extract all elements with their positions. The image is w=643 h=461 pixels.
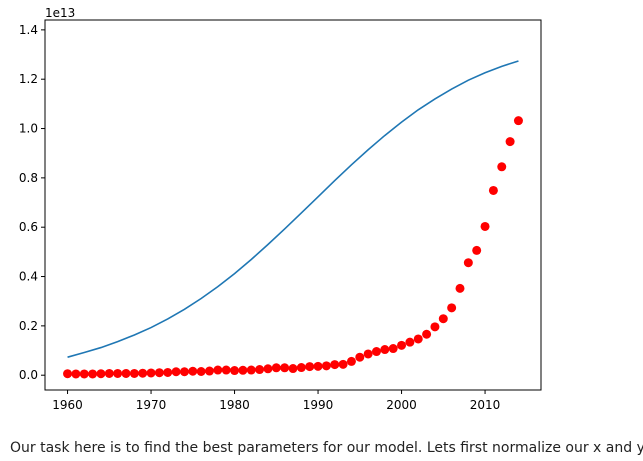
y-axis-ticks: 0.0 0.2 0.4 0.6 0.8 1.0 1.2 1.4 <box>19 23 45 382</box>
scatter-point <box>246 365 256 375</box>
x-tick-label: 1970 <box>136 398 167 412</box>
x-tick-label: 1980 <box>219 398 250 412</box>
scatter-point <box>138 368 148 378</box>
scatter-point <box>472 245 482 255</box>
y-tick-label: 0.6 <box>19 220 38 234</box>
scatter-point <box>213 365 223 375</box>
scatter-point <box>104 368 114 378</box>
scatter-point <box>497 162 507 172</box>
axes-frame <box>44 19 542 391</box>
scatter-point <box>422 329 432 339</box>
scatter-point <box>305 362 315 372</box>
scatter-point <box>205 366 214 376</box>
scatter-point <box>380 345 390 355</box>
x-tick-label: 1960 <box>52 398 83 412</box>
x-tick-label: 2010 <box>470 398 501 412</box>
scatter-point <box>221 365 231 375</box>
scatter-point <box>430 322 440 332</box>
scatter-point <box>313 361 323 371</box>
fit-curve-line <box>67 60 519 358</box>
y-tick-label: 0.2 <box>19 319 38 333</box>
scatter-point <box>480 221 490 231</box>
scatter-point <box>196 367 206 376</box>
scatter-point <box>255 365 265 375</box>
y-tick-label: 1.0 <box>19 122 38 136</box>
scatter-point <box>113 368 123 378</box>
scatter-point <box>71 369 81 379</box>
scatter-point <box>413 334 423 344</box>
x-tick-label: 2000 <box>386 398 417 412</box>
scatter-point <box>463 258 473 268</box>
scatter-point <box>363 349 373 359</box>
scatter-point <box>179 367 189 377</box>
scatter-point <box>129 368 139 378</box>
scatter-point <box>154 368 164 378</box>
y-tick-label: 1.4 <box>19 23 38 37</box>
scatter-point <box>405 337 415 347</box>
scatter-point <box>296 363 306 373</box>
y-axis-offset-label: 1e13 <box>45 6 75 20</box>
scatter-point <box>397 340 407 350</box>
scatter-point <box>513 116 523 126</box>
caption-text: Our task here is to find the best parame… <box>10 440 643 456</box>
scatter-point <box>171 367 181 377</box>
scatter-point <box>438 314 448 324</box>
fit-line-layer <box>67 60 519 358</box>
y-tick-label: 0.8 <box>19 171 38 185</box>
scatter-point <box>330 360 340 370</box>
scatter-point <box>230 366 240 376</box>
scatter-point <box>372 347 381 357</box>
scatter-point <box>447 303 457 313</box>
x-axis-ticks: 1960 1970 1980 1990 2000 2010 <box>52 390 500 412</box>
scatter-point <box>79 369 89 379</box>
scatter-points-layer <box>63 116 523 379</box>
x-tick-label: 1990 <box>303 398 334 412</box>
y-tick-label: 1.2 <box>19 72 38 86</box>
scatter-point <box>63 369 73 379</box>
scatter-point <box>288 364 298 374</box>
scatter-point <box>188 366 198 376</box>
scatter-point <box>271 363 281 373</box>
scatter-point <box>238 365 248 375</box>
scatter-point <box>146 368 156 378</box>
scatter-point <box>455 283 465 293</box>
scatter-point <box>121 368 131 378</box>
scatter-point <box>280 363 290 373</box>
scatter-point <box>355 352 365 362</box>
y-tick-label: 0.4 <box>19 270 38 284</box>
scatter-point <box>96 369 106 379</box>
scatter-point <box>388 344 398 354</box>
y-tick-label: 0.0 <box>19 368 38 382</box>
chart: 1960 1970 1980 1990 2000 2010 0.0 0.2 0.4 0.6 0.8… <box>19 6 542 412</box>
scatter-point <box>163 367 173 377</box>
scatter-point <box>346 356 356 366</box>
scatter-point <box>338 359 348 369</box>
scatter-point <box>88 369 98 379</box>
scatter-point <box>505 137 515 147</box>
scatter-point <box>263 364 273 374</box>
scatter-point <box>488 185 498 195</box>
scatter-point <box>321 361 331 371</box>
